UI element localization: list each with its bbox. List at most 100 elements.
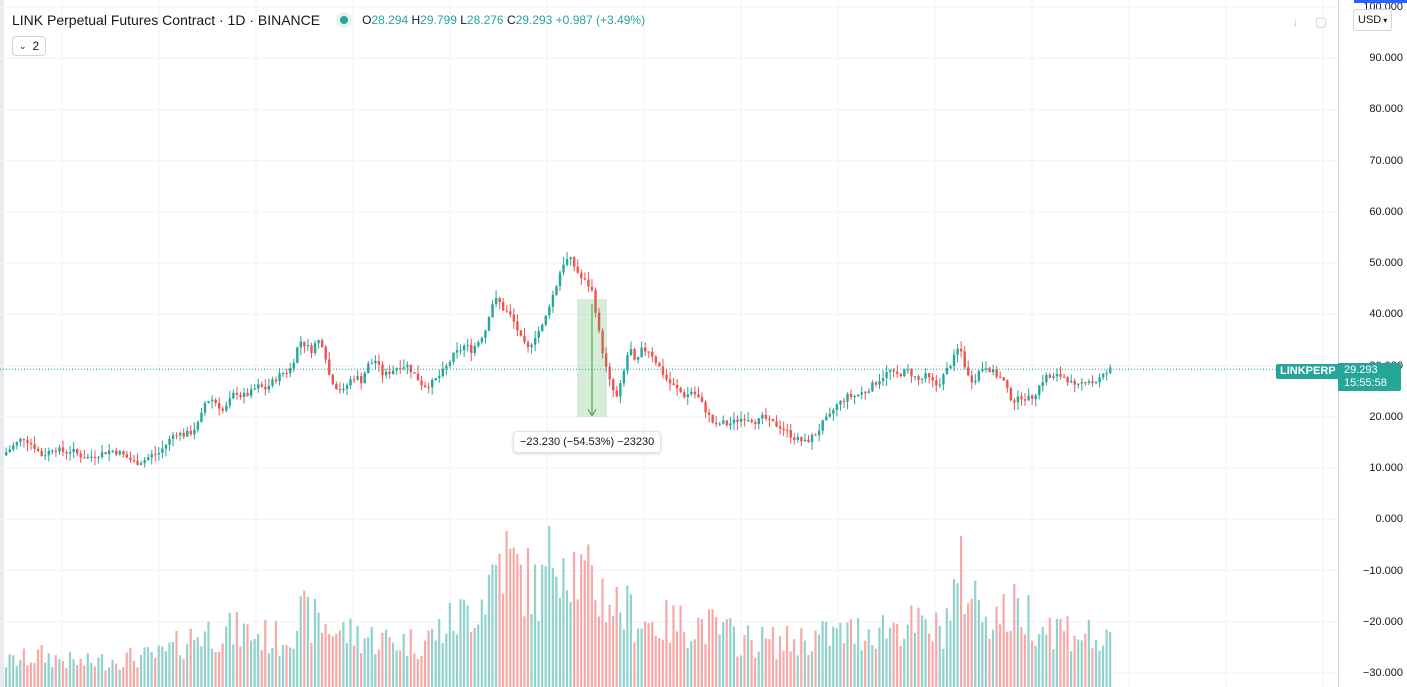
volume-bar: [132, 660, 135, 687]
volume-bar: [8, 654, 11, 687]
volume-bar: [835, 628, 838, 687]
price-axis[interactable]: 100.000 90.000 80.000 70.000 60.000 50.000 40.…: [1338, 0, 1407, 687]
volume-bar: [431, 628, 434, 687]
candle-body: [817, 430, 821, 436]
volume-bar: [1009, 631, 1012, 687]
indicator-count: 2: [32, 39, 40, 53]
candle-body: [707, 412, 711, 415]
volume-bar: [413, 653, 416, 687]
candle-body: [267, 385, 271, 390]
price-tick-label: 50.000: [1369, 257, 1403, 270]
volume-bar: [86, 653, 89, 687]
volume-bar: [399, 650, 402, 687]
volume-bar: [1002, 593, 1005, 687]
volume-bar: [374, 654, 377, 687]
plot-area[interactable]: [0, 0, 1338, 687]
volume-bar: [832, 626, 835, 687]
candle-body: [61, 447, 65, 453]
volume-bar: [1055, 618, 1058, 687]
candle-body: [1059, 373, 1062, 377]
candle-body: [1027, 395, 1030, 401]
volume-bar: [58, 659, 61, 687]
volume-bar: [115, 663, 118, 687]
volume-bar: [732, 626, 735, 687]
volume-bar: [729, 618, 732, 687]
market-status-icon[interactable]: [336, 12, 353, 28]
candle-body: [828, 413, 831, 417]
candle-body: [555, 286, 558, 295]
candle-body: [739, 418, 743, 422]
candle-body: [1098, 377, 1101, 383]
candle-body: [441, 368, 445, 376]
volume-bar: [246, 624, 249, 687]
candle-body: [242, 392, 246, 397]
candle-body: [246, 392, 249, 396]
square-icon[interactable]: ▢: [1315, 14, 1328, 29]
candle-body: [619, 383, 622, 397]
volume-bar: [367, 637, 370, 687]
volume-bar: [1066, 616, 1069, 687]
volume-bar: [644, 621, 647, 687]
volume-bar: [427, 630, 430, 687]
candle-body: [1087, 381, 1091, 383]
volume-bar: [377, 649, 380, 687]
candle-body: [207, 401, 210, 404]
volume-bar: [981, 622, 984, 687]
candle-body: [420, 380, 423, 386]
volume-bar: [839, 622, 842, 687]
candle-body: [200, 412, 203, 422]
symbol-title[interactable]: LINK Perpetual Futures Contract · 1D · B…: [12, 12, 321, 28]
candle-body: [864, 392, 867, 394]
currency-select[interactable]: USD ▾: [1353, 9, 1393, 31]
volume-bar: [707, 609, 711, 687]
candle-body: [416, 373, 420, 381]
candle-body: [1077, 383, 1080, 385]
candle-body: [154, 454, 157, 456]
volume-bar: [580, 554, 583, 687]
candle-body: [320, 340, 324, 348]
volume-bar: [1013, 583, 1016, 687]
volume-bar: [79, 658, 82, 687]
volume-bar: [974, 580, 977, 687]
candle-body: [193, 429, 196, 435]
candle-body: [661, 366, 665, 375]
volume-bar: [186, 644, 189, 687]
volume-bar: [228, 612, 231, 687]
volume-bar: [608, 604, 611, 687]
candle-body: [512, 314, 516, 322]
candle-body: [878, 381, 881, 385]
candle-body: [1013, 400, 1016, 403]
volume-bar: [878, 627, 881, 687]
candle-body: [487, 317, 491, 331]
candle-body: [647, 351, 650, 353]
candle-body: [1062, 376, 1066, 378]
volume-bar: [342, 622, 345, 687]
candle-body: [470, 345, 473, 353]
volume-bar: [306, 596, 309, 687]
volume-bar: [796, 655, 799, 687]
candle-body: [68, 452, 72, 454]
volume-bar: [36, 649, 40, 687]
candle-body: [196, 421, 200, 430]
volume-bar: [526, 547, 530, 687]
volume-bar: [683, 632, 686, 687]
candle-body: [825, 416, 828, 421]
candle-body: [228, 398, 232, 406]
candle-body: [530, 344, 533, 348]
volume-bar: [977, 599, 980, 687]
volume-bar: [931, 641, 934, 687]
volume-bar: [587, 544, 590, 687]
candle-body: [271, 379, 274, 386]
volume-bar: [945, 608, 948, 687]
volume-bar: [892, 622, 895, 687]
volume-bar: [810, 651, 814, 687]
candle-body: [533, 337, 537, 345]
indicators-collapse-button[interactable]: ⌄ 2: [12, 36, 47, 56]
volume-bar: [590, 565, 593, 687]
volume-bar: [147, 647, 150, 687]
volume-bar: [913, 632, 916, 687]
arrow-down-icon[interactable]: ↓: [1292, 14, 1299, 29]
candle-body: [537, 330, 540, 338]
candle-body: [171, 435, 175, 439]
candle-body: [725, 420, 729, 426]
